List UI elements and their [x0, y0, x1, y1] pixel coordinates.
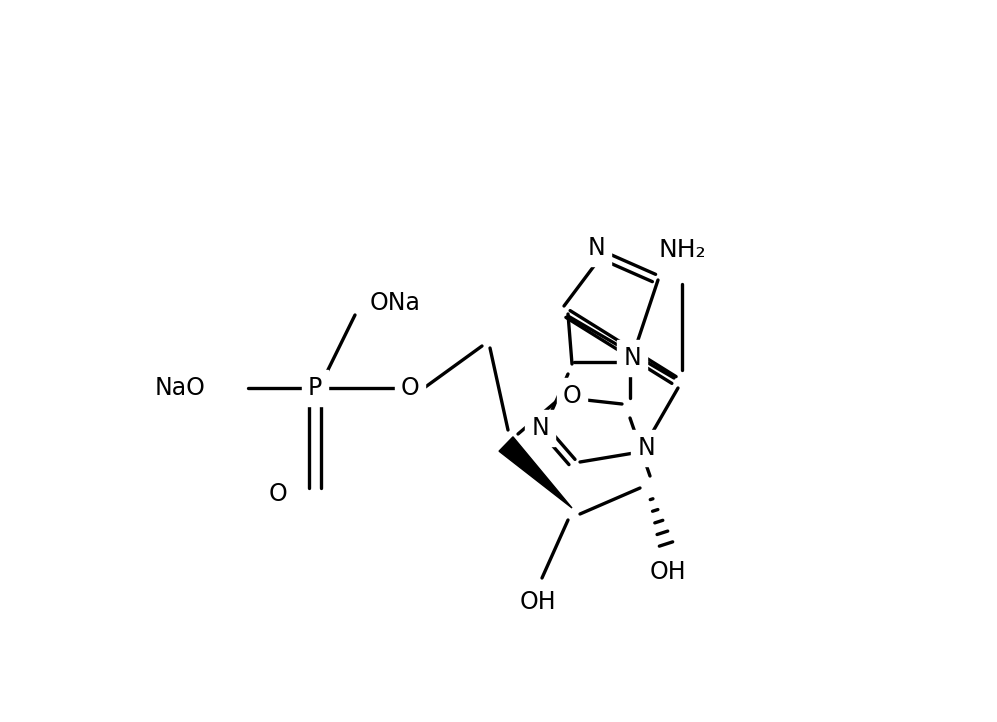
- Text: NaO: NaO: [155, 376, 205, 400]
- Text: OH: OH: [519, 590, 556, 614]
- Text: N: N: [637, 436, 655, 460]
- Polygon shape: [499, 437, 572, 508]
- Text: O: O: [401, 376, 420, 400]
- Text: ONa: ONa: [370, 291, 421, 315]
- Text: O: O: [268, 482, 287, 506]
- Text: NH: NH: [664, 240, 700, 264]
- Text: P: P: [308, 376, 322, 400]
- Text: N: N: [623, 346, 641, 370]
- Text: O: O: [562, 384, 581, 408]
- Text: N: N: [587, 236, 605, 260]
- Text: NH₂: NH₂: [658, 238, 706, 262]
- Text: ₂: ₂: [696, 240, 706, 264]
- Text: OH: OH: [650, 560, 686, 584]
- Text: N: N: [531, 416, 549, 440]
